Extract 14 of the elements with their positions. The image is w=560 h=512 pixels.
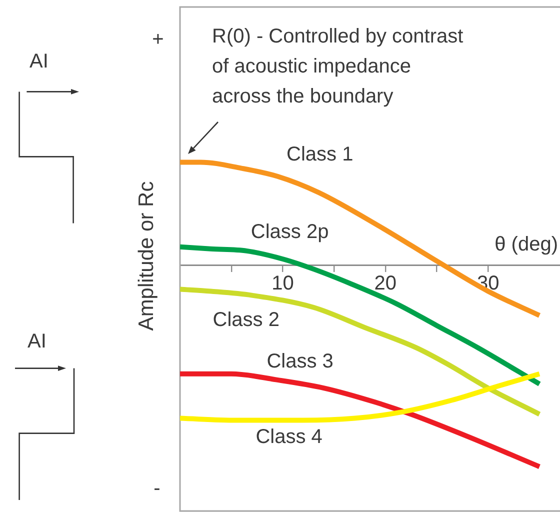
series-label: Class 2 <box>212 309 280 332</box>
y-axis-title: Amplitude or Rc <box>134 181 158 331</box>
text: AI <box>28 330 46 353</box>
x-tick-label: 20 <box>374 272 397 295</box>
x-axis-title: θ (deg) <box>494 234 558 256</box>
text: AI <box>30 50 48 73</box>
text: R(0) - Controlled by contrast of acoustic impedance across the boundary <box>212 26 464 108</box>
text: + <box>152 28 164 51</box>
x-tick-label: 10 <box>272 272 294 295</box>
series-label: Class 1 <box>286 144 354 166</box>
series-label: Class 2p <box>250 220 329 243</box>
series-label: Class 3 <box>266 350 334 372</box>
series-label: Class 4 <box>256 426 322 448</box>
text: - <box>154 478 160 500</box>
